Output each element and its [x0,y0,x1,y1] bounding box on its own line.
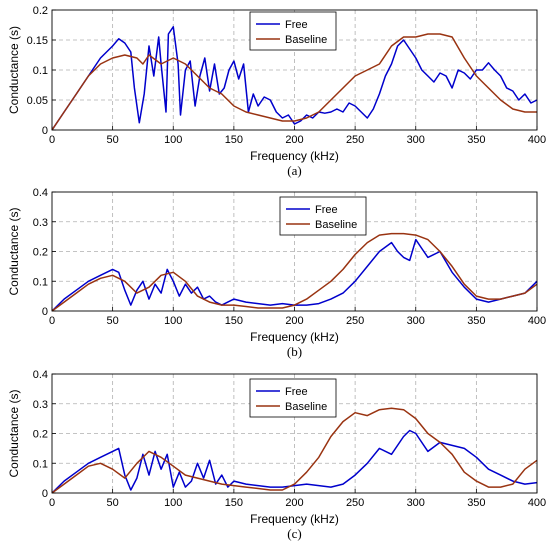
x-tick-label: 50 [107,134,119,146]
panel-caption: (a) [287,163,301,178]
x-tick-label: 300 [407,497,425,509]
x-tick-label: 200 [285,315,303,327]
y-tick-label: 0.1 [33,458,48,470]
chart-panel-3: 0 50 100 150 200 250 300 350 400 0 0.1 0.2 0.3 0.4 Fre… [7,369,546,541]
legend: Free Baseline [279,196,367,236]
y-tick-label: 0.1 [33,65,48,77]
legend-label-baseline: Baseline [315,219,357,231]
chart-panel-1: 0 50 100 150 200 250 300 350 400 0 0.05 0.1 0.15 0.2 F… [7,5,546,178]
legend-label-free: Free [285,386,308,398]
x-tick-label: 300 [407,134,425,146]
plot-frame [51,373,538,494]
x-axis-label: Frequency (kHz) [250,330,339,344]
plot-frame [51,191,538,312]
x-tick-label: 0 [49,315,55,327]
legend: Free Baseline [249,378,337,418]
x-tick-label: 50 [107,315,119,327]
y-axis-label: Conductance (s) [7,26,21,114]
y-tick-label: 0.4 [33,187,48,199]
legend-label-free: Free [285,19,308,31]
x-tick-label: 400 [528,134,546,146]
legend: Free Baseline [249,11,337,51]
x-tick-label: 50 [107,497,119,509]
x-tick-label: 100 [164,497,182,509]
y-tick-label: 0.15 [27,35,48,47]
series-line-free [51,429,538,494]
x-tick-label: 300 [407,315,425,327]
x-axis-label: Frequency (kHz) [250,512,339,526]
legend-box [279,196,367,236]
legend-box [249,11,337,51]
legend-label-baseline: Baseline [285,34,327,46]
series-line-baseline [51,232,538,312]
plot-frame [51,9,538,131]
x-tick-label: 400 [528,315,546,327]
y-tick-label: 0.4 [33,369,48,381]
x-tick-label: 200 [285,497,303,509]
y-tick-label: 0.2 [33,247,48,259]
y-tick-label: 0.1 [33,276,48,288]
x-tick-label: 250 [346,497,364,509]
x-tick-label: 150 [225,315,243,327]
legend-label-baseline: Baseline [285,401,327,413]
panel-caption: (c) [287,526,301,541]
y-tick-label: 0.3 [33,217,48,229]
x-tick-label: 250 [346,134,364,146]
y-tick-label: 0.2 [33,429,48,441]
x-tick-label: 250 [346,315,364,327]
y-tick-label: 0 [42,488,48,500]
legend-box [249,378,337,418]
x-tick-label: 100 [164,134,182,146]
x-tick-label: 100 [164,315,182,327]
x-tick-label: 150 [225,497,243,509]
series-line-baseline [51,407,538,494]
x-tick-label: 350 [467,134,485,146]
series-line-baseline [51,33,537,131]
x-tick-label: 200 [285,134,303,146]
panel-caption: (b) [287,344,302,359]
y-axis-label: Conductance (s) [7,207,21,295]
x-tick-label: 150 [225,134,243,146]
y-axis-label: Conductance (s) [7,389,21,477]
x-tick-label: 350 [467,315,485,327]
y-tick-label: 0 [42,125,48,137]
x-tick-label: 0 [49,497,55,509]
series-line-free [51,238,538,312]
x-axis-label: Frequency (kHz) [250,149,339,163]
chart-panel-2: 0 50 100 150 200 250 300 350 400 0 0.1 0.2 0.3 0.4 Fre… [7,187,546,359]
y-tick-label: 0 [42,306,48,318]
y-tick-label: 0.2 [33,5,48,17]
y-tick-label: 0.05 [27,95,48,107]
x-tick-label: 0 [49,134,55,146]
x-tick-label: 350 [467,497,485,509]
y-tick-label: 0.3 [33,399,48,411]
x-tick-label: 400 [528,497,546,509]
series-line-free [51,26,538,131]
legend-label-free: Free [315,204,338,216]
